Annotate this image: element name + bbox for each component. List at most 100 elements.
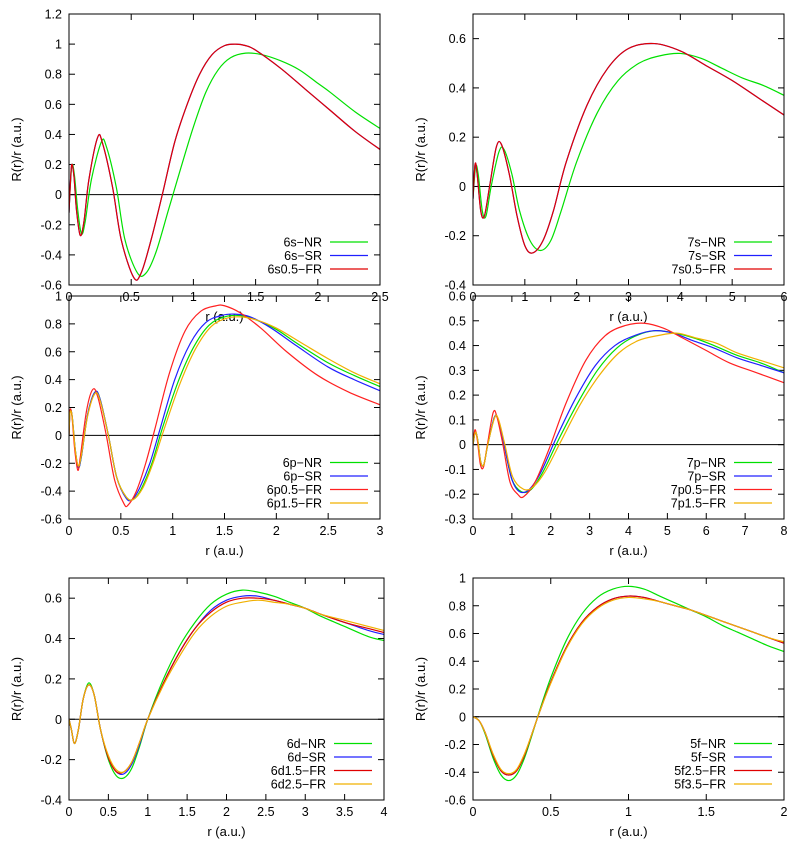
x-tick-label: 4 (381, 805, 388, 819)
x-tick-label: 1 (169, 524, 176, 538)
plot-frame (68, 295, 381, 520)
series-line-4 (69, 316, 380, 501)
x-tick-label: 2 (314, 290, 321, 304)
series-line-3 (69, 43, 380, 281)
y-tick-label: -0.1 (444, 463, 466, 477)
x-tick-label: 1 (508, 524, 515, 538)
y-tick-label: 0.8 (449, 599, 466, 613)
x-tick-label: 3 (377, 524, 384, 538)
series-line-1 (473, 330, 784, 494)
y-tick-label: -0.2 (40, 457, 62, 471)
y-tick-label: -0.2 (40, 218, 62, 232)
y-tick-label: 1 (55, 38, 62, 52)
legend-label: 6p−SR (283, 470, 322, 484)
x-axis-label: r (a.u.) (207, 824, 245, 839)
y-tick-label: 0 (55, 429, 62, 443)
series-line-3 (473, 595, 784, 776)
x-tick-label: 2 (223, 805, 230, 819)
legend-label: 7s−SR (688, 249, 726, 263)
series-line-1 (473, 52, 784, 252)
series-line-2 (69, 43, 380, 281)
x-tick-label: 1 (625, 805, 632, 819)
y-tick-label: -0.2 (444, 738, 466, 752)
y-tick-label: 0.2 (45, 158, 62, 172)
legend-label: 7p1.5−FR (671, 497, 726, 511)
x-tick-label: 2.5 (257, 805, 274, 819)
y-tick-label: 0.5 (449, 314, 466, 328)
legend-label: 7p0.5−FR (671, 483, 726, 497)
y-tick-label: 0.4 (449, 655, 466, 669)
y-tick-label: -0.6 (444, 794, 466, 808)
y-tick-label: -0.4 (444, 766, 466, 780)
y-tick-label: -0.4 (40, 248, 62, 262)
chart-panel-6: -0.6 -0.4 -0.2 0 0.2 0.4 0.6 0.8 1 0 0.5 1 1.5 2 5f−NR… (413, 572, 788, 840)
y-tick-label: 0.4 (45, 373, 62, 387)
x-tick-label: 1.5 (698, 805, 715, 819)
y-tick-label: -0.4 (444, 279, 466, 293)
plot-frame (472, 577, 785, 801)
y-tick-label: 1.2 (45, 8, 62, 22)
y-tick-label: -0.6 (40, 513, 62, 527)
series-line-3 (473, 322, 784, 499)
series-line-1 (69, 52, 380, 277)
x-tick-label: 1.5 (247, 290, 264, 304)
legend-label: 5f2.5−FR (674, 764, 726, 778)
x-tick-label: 0 (470, 805, 477, 819)
y-tick-label: 0 (459, 180, 466, 194)
y-tick-label: -0.2 (444, 229, 466, 243)
series-line-3 (473, 42, 784, 254)
y-tick-label: 0.4 (449, 81, 466, 95)
plot-frame (472, 13, 785, 286)
legend-label: 5f3.5−FR (674, 778, 726, 792)
legend-label: 6s−NR (283, 236, 322, 250)
x-tick-label: 1 (521, 290, 528, 304)
x-tick-label: 0.5 (542, 805, 559, 819)
legend-label: 6s0.5−FR (267, 263, 322, 277)
series-line-3 (69, 597, 384, 774)
legend-label: 7p−SR (687, 470, 726, 484)
y-tick-label: -0.2 (40, 753, 62, 767)
y-tick-label: 0.4 (45, 128, 62, 142)
y-tick-label: 0.8 (45, 317, 62, 331)
series-line-1 (473, 585, 784, 782)
y-tick-label: 0.2 (449, 683, 466, 697)
x-tick-label: 2 (547, 524, 554, 538)
x-tick-label: 0 (66, 805, 73, 819)
x-axis-label: r (a.u.) (609, 309, 647, 324)
chart-panel-3: -0.6 -0.4 -0.2 0 0.2 0.4 0.6 0.8 1 0 0.5 1 1.5 2 2.5 3 6… (9, 290, 384, 559)
y-axis-label: R(r)/r (a.u.) (9, 657, 24, 721)
x-tick-label: 0.5 (112, 524, 129, 538)
x-tick-label: 2 (273, 524, 280, 538)
y-tick-label: 0.2 (449, 389, 466, 403)
y-tick-label: 0.6 (45, 98, 62, 112)
x-tick-label: 0 (470, 524, 477, 538)
y-tick-label: -0.2 (444, 488, 466, 502)
series-line-4 (69, 599, 384, 774)
y-tick-label: 0.6 (45, 592, 62, 606)
legend-label: 6p0.5−FR (267, 483, 322, 497)
y-tick-label: 0 (459, 438, 466, 452)
x-axis-label: r (a.u.) (609, 824, 647, 839)
legend-label: 6p−NR (283, 456, 322, 470)
y-tick-label: 0.1 (449, 413, 466, 427)
y-tick-label: 0 (55, 713, 62, 727)
chart-panel-5: -0.4 -0.2 0 0.2 0.4 0.6 0 0.5 1 1.5 2 2.5 3 3.5 4 6d−NR… (9, 577, 388, 839)
chart-panel-1: -0.6-0.4-0.200.20.40.60.811.200.511.522.… (9, 8, 389, 325)
series-line-2 (473, 42, 784, 254)
x-tick-label: 1 (190, 290, 197, 304)
y-tick-label: -0.4 (40, 485, 62, 499)
x-tick-label: 5 (729, 290, 736, 304)
legend-label: 6p1.5−FR (267, 497, 322, 511)
y-tick-label: 0.4 (449, 339, 466, 353)
y-tick-label: 0 (459, 710, 466, 724)
y-axis-label: R(r)/r (a.u.) (413, 657, 428, 721)
legend-label: 6d2.5−FR (271, 778, 326, 792)
y-tick-label: 0 (55, 188, 62, 202)
y-tick-label: -0.4 (40, 794, 62, 808)
y-tick-label: 0.8 (45, 68, 62, 82)
y-axis-label: R(r)/r (a.u.) (9, 117, 24, 181)
legend-label: 6d−NR (287, 737, 326, 751)
x-tick-label: 2.5 (319, 524, 336, 538)
